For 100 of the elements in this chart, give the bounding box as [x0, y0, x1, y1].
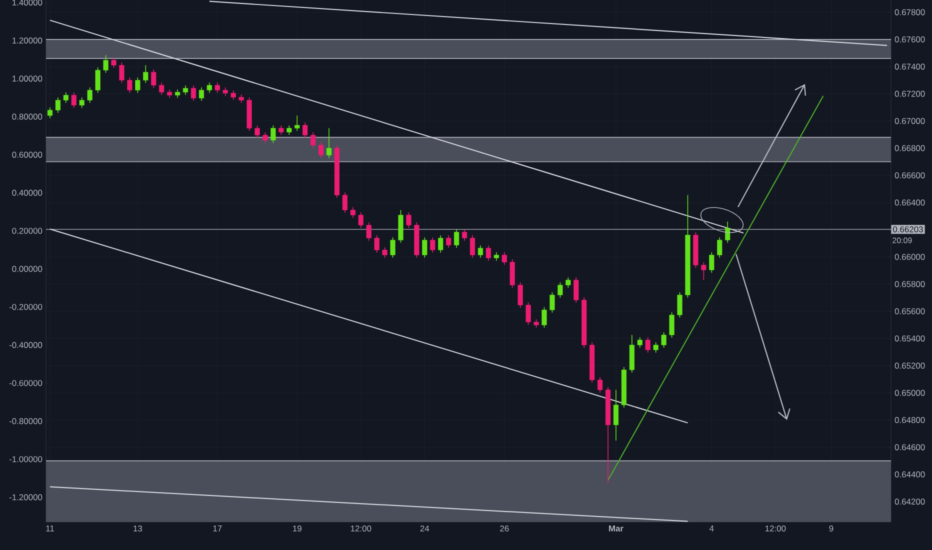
- candlestick: [230, 90, 236, 100]
- candlestick: [262, 132, 268, 144]
- candlestick: [645, 336, 650, 354]
- candlestick: [302, 122, 308, 138]
- candlestick: [342, 192, 348, 214]
- candlestick: [486, 244, 491, 262]
- x-tick-label: 9: [829, 526, 834, 532]
- candlestick: [709, 252, 714, 274]
- candlestick: [206, 82, 212, 94]
- y2-tick-label: -1.00000: [9, 456, 42, 462]
- candlestick: [95, 67, 100, 94]
- y-tick-label: 0.64200: [894, 498, 925, 505]
- y-tick-label: 0.65000: [894, 390, 925, 396]
- x-tick-label: 4: [709, 526, 714, 532]
- x-tick-label: 19: [293, 526, 302, 532]
- y-tick-label: 0.65600: [894, 308, 925, 314]
- candlestick: [613, 389, 619, 441]
- candlestick: [677, 292, 682, 318]
- candlestick: [358, 212, 364, 228]
- y-tick-label: 0.67600: [894, 36, 925, 42]
- x-tick-label: 13: [134, 526, 142, 532]
- candlestick: [366, 222, 372, 242]
- candlestick: [111, 57, 116, 68]
- candlestick: [558, 282, 563, 298]
- candlestick: [669, 312, 674, 338]
- candlestick: [701, 262, 706, 280]
- x-tick-label: 12:00: [350, 526, 372, 532]
- candlestick: [374, 234, 380, 254]
- candlestick: [462, 228, 468, 242]
- candlestick: [151, 69, 156, 88]
- candlestick: [63, 92, 68, 104]
- x-tick-label: 17: [213, 526, 222, 532]
- x-tick-label: 11: [46, 526, 54, 532]
- candlestick: [430, 236, 436, 254]
- y-tick-label: 0.67400: [894, 64, 925, 70]
- y-tick-label: 0.64800: [894, 417, 925, 424]
- y2-tick-label: -0.20000: [9, 304, 42, 310]
- y2-tick-label: -0.80000: [9, 418, 42, 424]
- candlestick: [454, 228, 460, 248]
- candlestick: [478, 244, 484, 258]
- candlestick: [598, 376, 603, 393]
- candlestick: [510, 258, 515, 288]
- x-tick-label: 26: [500, 526, 509, 532]
- candlestick: [326, 128, 332, 158]
- candlestick: [270, 125, 276, 144]
- y-tick-label: 0.67800: [894, 9, 925, 16]
- candlestick: [637, 336, 642, 348]
- candlestick: [661, 332, 666, 348]
- candlestick: [310, 132, 316, 148]
- candlestick: [438, 234, 444, 254]
- candlestick: [127, 77, 132, 94]
- x-tick-label: 24: [420, 526, 430, 532]
- candlestick: [47, 106, 53, 119]
- x-tick-label: Mar: [609, 526, 624, 532]
- candlestick: [318, 142, 324, 158]
- y2-tick-label: 1.20000: [12, 38, 42, 44]
- candlestick: [390, 236, 396, 258]
- candlestick: [470, 234, 476, 258]
- candlestick: [159, 82, 164, 96]
- candlestick: [542, 306, 547, 328]
- candlestick: [190, 85, 196, 102]
- y-tick-label: 0.66600: [894, 172, 925, 178]
- candlestick: [550, 292, 555, 314]
- candlestick: [87, 87, 92, 104]
- candlestick: [382, 246, 388, 258]
- y-tick-label: 0.66000: [894, 254, 925, 260]
- candlestick: [526, 302, 531, 326]
- y2-tick-label: 1.00000: [12, 76, 42, 82]
- candlestick: [725, 221, 730, 244]
- candlestick: [214, 82, 220, 94]
- candlestick: [254, 125, 260, 138]
- y-tick-label: 0.66800: [894, 145, 925, 152]
- y-tick-label: 0.65800: [894, 281, 925, 288]
- y-tick-label: 0.67000: [894, 118, 925, 124]
- candlestick: [446, 234, 452, 248]
- y2-tick-label: -0.60000: [9, 380, 42, 386]
- candlestick: [574, 276, 579, 304]
- candlestick: [518, 282, 523, 308]
- candlestick: [406, 212, 412, 228]
- x-tick-label: 12:00: [765, 526, 786, 532]
- candlestick: [79, 97, 84, 108]
- ref-line-label: 0.66203: [893, 226, 923, 232]
- y-tick-label: 0.64400: [894, 471, 925, 478]
- candlestick: [350, 206, 356, 218]
- candlestick: [119, 62, 124, 84]
- candlestick: [717, 236, 722, 258]
- candlestick: [653, 342, 658, 354]
- y-tick-label: 0.65400: [894, 335, 925, 342]
- candlestick: [198, 87, 204, 102]
- y2-tick-label: 0.00000: [12, 266, 42, 272]
- y2-tick-label: 0.80000: [12, 114, 42, 120]
- candlestick: [55, 97, 60, 114]
- y2-tick-label: 0.40000: [12, 190, 42, 196]
- y2-tick-label: -0.40000: [9, 342, 42, 348]
- y-tick-label: 0.65200: [894, 362, 925, 369]
- candlestick: [422, 236, 428, 258]
- candlestick: [286, 125, 292, 136]
- candlestick: [135, 77, 140, 94]
- y-tick-label: 0.66400: [894, 200, 925, 206]
- candlestick: [502, 252, 507, 266]
